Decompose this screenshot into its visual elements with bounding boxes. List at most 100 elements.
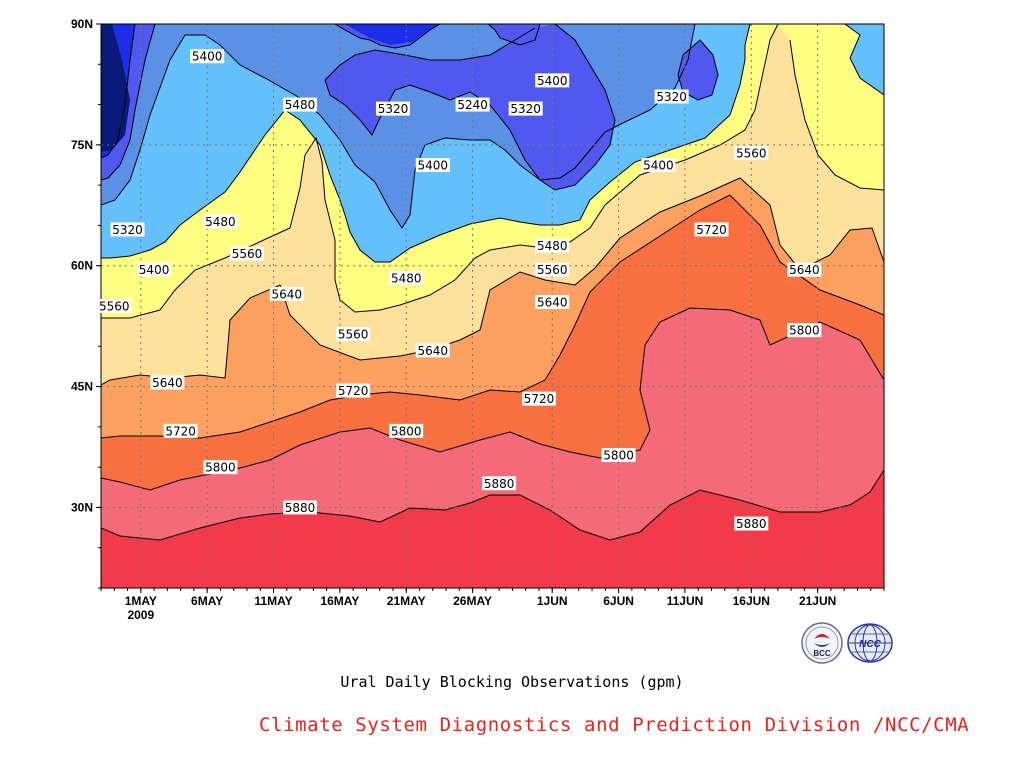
contour-label-text: 5480 bbox=[537, 239, 568, 253]
x-tick-label: 26MAY bbox=[453, 594, 492, 608]
contour-label-bg bbox=[203, 460, 238, 475]
contour-label-text: 5560 bbox=[232, 247, 263, 261]
contour-label-text: 5560 bbox=[338, 328, 369, 342]
contour-label-text: 5400 bbox=[139, 263, 170, 277]
contour-label: 5400 bbox=[535, 73, 570, 88]
contour-label-text: 5720 bbox=[338, 384, 369, 398]
contour-label: 5400 bbox=[190, 49, 225, 64]
contour-label-bg bbox=[389, 270, 424, 285]
ncc-logo-text: NCC bbox=[859, 639, 881, 650]
contour-label-bg bbox=[535, 73, 570, 88]
contour-label-bg bbox=[415, 343, 450, 358]
contour-label-text: 5880 bbox=[736, 517, 767, 531]
contour-label-text: 5720 bbox=[165, 424, 196, 438]
contour-label: 5560 bbox=[97, 299, 132, 314]
x-tick-label: 6JUN bbox=[603, 594, 634, 608]
x-tick-label: 16JUN bbox=[733, 594, 770, 608]
contour-label: 5400 bbox=[415, 158, 450, 173]
contour-label: 5720 bbox=[694, 222, 729, 237]
contour-label-text: 5480 bbox=[205, 215, 236, 229]
fill-5240-5320 bbox=[101, 24, 540, 180]
contour-label-bg bbox=[110, 222, 145, 237]
contour-label-text: 5480 bbox=[391, 271, 422, 285]
contour-label-bg bbox=[535, 294, 570, 309]
contour-label-text: 5640 bbox=[789, 263, 820, 277]
contour-label-text: 5800 bbox=[205, 461, 236, 475]
contour-label-text: 5400 bbox=[192, 50, 223, 64]
y-axis: 30N 45N 60N 75N 90N bbox=[71, 17, 101, 589]
contour-label-text: 5800 bbox=[789, 324, 820, 338]
contour-label-text: 5400 bbox=[418, 159, 449, 173]
contour-label: 5240 bbox=[455, 97, 490, 112]
contour-label-bg bbox=[203, 214, 238, 229]
chart-caption: Ural Daily Blocking Observations (gpm) bbox=[340, 673, 684, 691]
contour-label-bg bbox=[654, 89, 689, 104]
grid-lines bbox=[101, 24, 884, 588]
contour-label: 5640 bbox=[269, 286, 304, 301]
contour-label-text: 5720 bbox=[696, 223, 727, 237]
contour-label: 5480 bbox=[535, 238, 570, 253]
contour-label-bg bbox=[97, 299, 132, 313]
y-tick-label: 90N bbox=[71, 17, 93, 31]
contour-label-text: 5400 bbox=[643, 159, 674, 173]
y-tick-label: 60N bbox=[71, 259, 93, 273]
contour-label: 5320 bbox=[375, 101, 410, 116]
x-tick-label: 1MAY bbox=[125, 594, 157, 608]
x-tick-label: 21MAY bbox=[387, 594, 426, 608]
contour-label: 5560 bbox=[734, 145, 769, 160]
y-tick-label: 30N bbox=[71, 500, 93, 514]
contour-label-bg bbox=[734, 145, 769, 160]
contour-label-text: 5320 bbox=[112, 223, 143, 237]
contour-label-text: 5480 bbox=[285, 98, 316, 112]
contour-label: 5560 bbox=[336, 327, 371, 342]
x-year-label: 2009 bbox=[127, 608, 154, 622]
contour-label-text: 5720 bbox=[524, 392, 555, 406]
contour-label-bg bbox=[269, 286, 304, 301]
x-tick-label: 16MAY bbox=[320, 594, 359, 608]
x-tick-label: 11MAY bbox=[254, 594, 292, 608]
contour-label: 5400 bbox=[641, 158, 676, 173]
contour-label: 5320 bbox=[110, 222, 145, 237]
x-tick-label: 11JUN bbox=[667, 594, 704, 608]
contour-label-bg bbox=[150, 375, 185, 390]
contour-label-text: 5800 bbox=[603, 449, 634, 463]
bcc-logo-icon: BCC bbox=[801, 622, 843, 664]
x-tick-label: 1JUN bbox=[537, 594, 568, 608]
fill-darkest-core bbox=[101, 24, 130, 152]
contour-label-bg bbox=[190, 49, 225, 64]
contour-label: 5480 bbox=[203, 214, 238, 229]
fill-5320-5400-south-lobe bbox=[325, 24, 615, 190]
contour-label: 5640 bbox=[787, 262, 822, 277]
contour-label-bg bbox=[521, 391, 556, 406]
contour-label: 5640 bbox=[535, 294, 570, 309]
contour-label-bg bbox=[375, 101, 410, 116]
contour-label-text: 5640 bbox=[418, 344, 449, 358]
contour-label: 5800 bbox=[203, 460, 238, 475]
contour-label-bg bbox=[283, 500, 318, 515]
contour-label-text: 5320 bbox=[378, 102, 409, 116]
contour-label-text: 5400 bbox=[537, 74, 568, 88]
x-tick-label: 21JUN bbox=[799, 594, 836, 608]
contour-label-text: 5560 bbox=[736, 146, 767, 160]
fill-below-5240-center bbox=[345, 24, 440, 45]
contour-label-bg bbox=[641, 158, 676, 172]
contour-label-bg bbox=[229, 246, 264, 261]
contour-label-bg bbox=[283, 97, 318, 112]
contour-labels: 5400 5480 5320 5240 5320 5400 5320 5400 5400 5560… bbox=[97, 49, 822, 531]
contour-label: 5880 bbox=[482, 476, 517, 491]
contour-label: 5880 bbox=[734, 516, 769, 531]
contour-label-text: 5640 bbox=[272, 287, 303, 301]
fill-5240-5320-east-lobe bbox=[678, 40, 718, 100]
contour-label-bg bbox=[535, 262, 570, 277]
contour-label: 5320 bbox=[654, 89, 689, 104]
contour-label-bg bbox=[163, 423, 198, 438]
y-tick-label: 45N bbox=[71, 380, 93, 394]
contour-label-text: 5320 bbox=[510, 102, 541, 116]
x-tick-label: 6MAY bbox=[191, 594, 223, 608]
contour-label: 5800 bbox=[389, 423, 424, 438]
contour-label-text: 5560 bbox=[99, 300, 130, 314]
contour-label-bg bbox=[415, 158, 450, 172]
contour-label-text: 5640 bbox=[152, 376, 183, 390]
contour-label: 5400 bbox=[137, 262, 172, 277]
